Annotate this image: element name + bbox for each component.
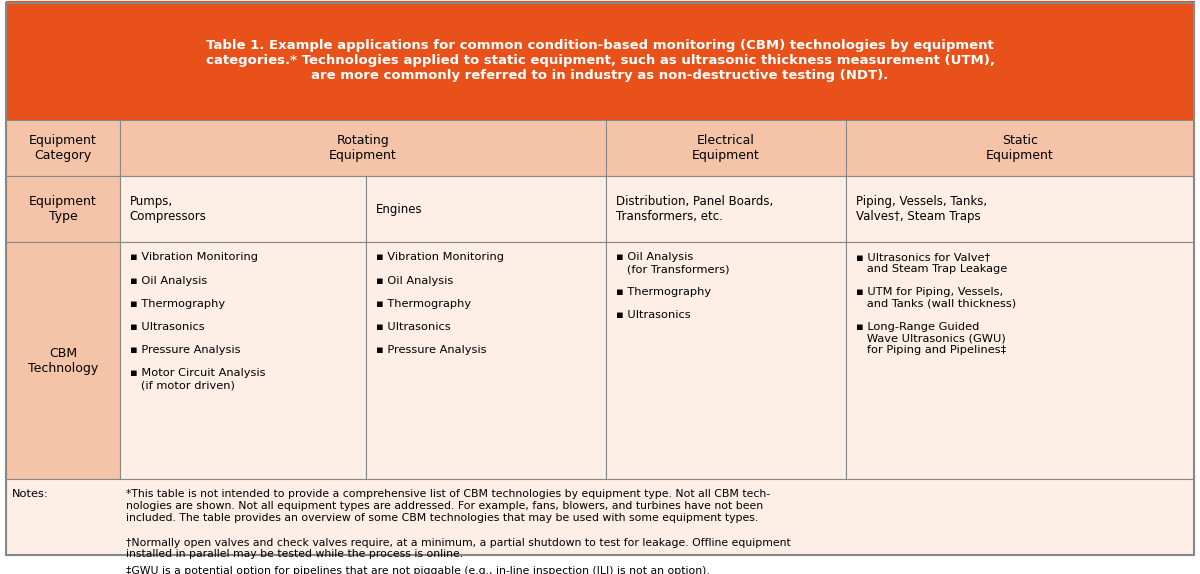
FancyBboxPatch shape <box>846 176 1194 242</box>
Text: Electrical
Equipment: Electrical Equipment <box>692 134 760 162</box>
Text: Table 1. Example applications for common condition-based monitoring (CBM) techno: Table 1. Example applications for common… <box>205 39 995 82</box>
FancyBboxPatch shape <box>846 242 1194 479</box>
FancyBboxPatch shape <box>6 1 1194 120</box>
Text: ▪ Oil Analysis
   (for Transformers)

▪ Thermography

▪ Ultrasonics: ▪ Oil Analysis (for Transformers) ▪ Ther… <box>616 253 730 320</box>
Text: *This table is not intended to provide a comprehensive list of CBM technologies : *This table is not intended to provide a… <box>126 490 770 522</box>
Text: Pumps,
Compressors: Pumps, Compressors <box>130 195 206 223</box>
FancyBboxPatch shape <box>120 242 366 479</box>
Text: Rotating
Equipment: Rotating Equipment <box>329 134 397 162</box>
Text: CBM
Technology: CBM Technology <box>28 347 98 375</box>
FancyBboxPatch shape <box>606 176 846 242</box>
Text: Equipment
Type: Equipment Type <box>29 195 97 223</box>
FancyBboxPatch shape <box>6 120 120 176</box>
FancyBboxPatch shape <box>846 120 1194 176</box>
Text: Engines: Engines <box>376 203 422 215</box>
FancyBboxPatch shape <box>6 242 120 479</box>
FancyBboxPatch shape <box>606 120 846 176</box>
Text: ▪ Vibration Monitoring

▪ Oil Analysis

▪ Thermography

▪ Ultrasonics

▪ Pressur: ▪ Vibration Monitoring ▪ Oil Analysis ▪ … <box>376 253 504 355</box>
Text: Equipment
Category: Equipment Category <box>29 134 97 162</box>
Text: Static
Equipment: Static Equipment <box>986 134 1054 162</box>
Text: †Normally open valves and check valves require, at a minimum, a partial shutdown: †Normally open valves and check valves r… <box>126 538 791 560</box>
Text: ▪ Vibration Monitoring

▪ Oil Analysis

▪ Thermography

▪ Ultrasonics

▪ Pressur: ▪ Vibration Monitoring ▪ Oil Analysis ▪ … <box>130 253 265 390</box>
Text: ▪ Ultrasonics for Valve†
   and Steam Trap Leakage

▪ UTM for Piping, Vessels,
 : ▪ Ultrasonics for Valve† and Steam Trap … <box>856 253 1015 355</box>
FancyBboxPatch shape <box>120 120 606 176</box>
Text: Piping, Vessels, Tanks,
Valves†, Steam Traps: Piping, Vessels, Tanks, Valves†, Steam T… <box>856 195 986 223</box>
FancyBboxPatch shape <box>606 242 846 479</box>
Text: ‡GWU is a potential option for pipelines that are not piggable (e.g., in-line in: ‡GWU is a potential option for pipelines… <box>126 566 709 574</box>
FancyBboxPatch shape <box>120 176 366 242</box>
FancyBboxPatch shape <box>366 176 606 242</box>
FancyBboxPatch shape <box>6 479 1194 554</box>
Text: Distribution, Panel Boards,
Transformers, etc.: Distribution, Panel Boards, Transformers… <box>616 195 773 223</box>
FancyBboxPatch shape <box>6 176 120 242</box>
FancyBboxPatch shape <box>366 242 606 479</box>
Text: Notes:: Notes: <box>12 490 49 499</box>
